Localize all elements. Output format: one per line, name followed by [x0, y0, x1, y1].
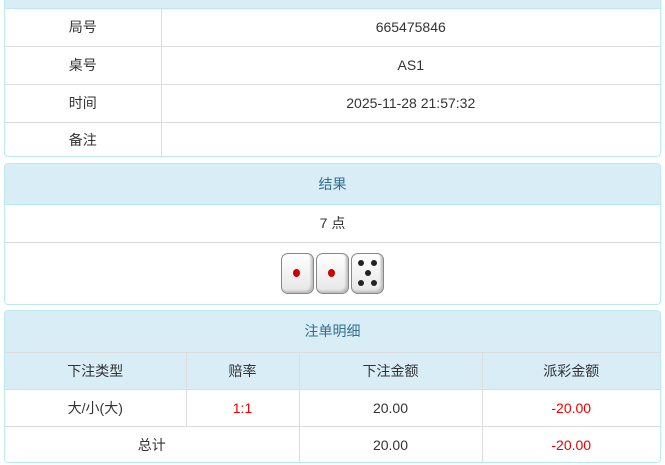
- label: 时间: [5, 83, 162, 123]
- info-row-table: 桌号 AS1: [5, 45, 660, 85]
- round-id: 665475846: [160, 9, 660, 47]
- table-row: 大/小(大) 1:1 20.00 -20.00: [5, 389, 660, 427]
- info-panel-header: [5, 0, 660, 9]
- label: 桌号: [5, 45, 162, 85]
- bet-detail-panel: 注单明细 下注类型 赔率 下注金额 派彩金额 大/小(大) 1:1 20.00 …: [4, 310, 661, 463]
- dice-row: [5, 243, 660, 304]
- info-row-round: 局号 665475846: [5, 9, 660, 47]
- bet-table-header: 下注类型 赔率 下注金额 派彩金额: [5, 352, 660, 390]
- info-panel: 局号 665475846 桌号 AS1 时间 2025-11-28 21:57:32 …: [4, 0, 661, 157]
- header-payout: 派彩金额: [481, 352, 660, 390]
- result-points: 7 点: [5, 205, 660, 243]
- die-1-icon: [281, 253, 314, 294]
- payout: -20.00: [481, 389, 660, 427]
- total-amount: 20.00: [298, 426, 483, 462]
- die-5-icon: [351, 253, 384, 294]
- table-id: AS1: [160, 45, 660, 85]
- result-title: 结果: [5, 164, 660, 205]
- total-row: 总计 20.00 -20.00: [5, 426, 660, 462]
- bet-type: 大/小(大): [5, 389, 187, 427]
- info-row-time: 时间 2025-11-28 21:57:32: [5, 83, 660, 123]
- remark-value: [160, 121, 660, 156]
- bet-amount: 20.00: [298, 389, 483, 427]
- die-1-icon: [316, 253, 349, 294]
- header-bet-amount: 下注金额: [298, 352, 483, 390]
- total-label: 总计: [5, 426, 300, 462]
- label: 备注: [5, 121, 162, 156]
- bet-detail-title: 注单明细: [5, 311, 660, 352]
- result-panel: 结果 7 点: [4, 163, 661, 305]
- info-table: 局号 665475846 桌号 AS1 时间 2025-11-28 21:57:32 …: [5, 9, 660, 156]
- time-value: 2025-11-28 21:57:32: [160, 83, 660, 123]
- total-payout: -20.00: [481, 426, 660, 462]
- header-bet-type: 下注类型: [5, 352, 187, 390]
- odds: 1:1: [185, 389, 300, 427]
- info-row-remark: 备注: [5, 121, 660, 156]
- header-odds: 赔率: [185, 352, 300, 390]
- label: 局号: [5, 9, 162, 47]
- bet-table: 下注类型 赔率 下注金额 派彩金额 大/小(大) 1:1 20.00 -20.0…: [5, 352, 660, 462]
